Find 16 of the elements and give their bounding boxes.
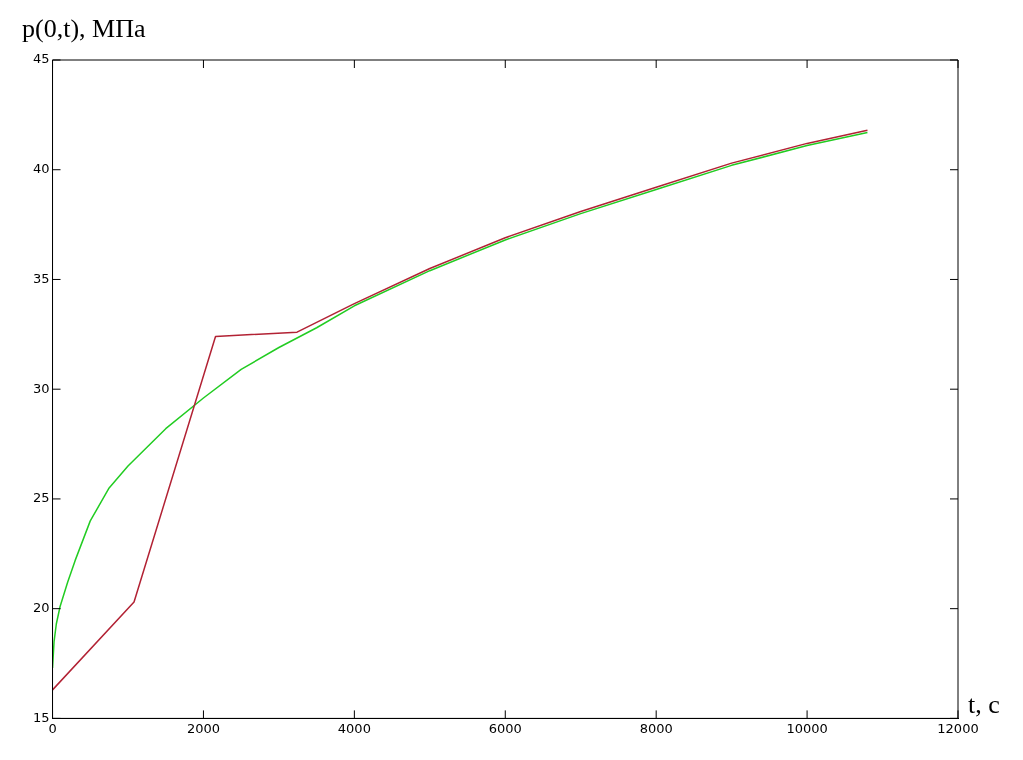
y-tick-label: 40 (33, 161, 50, 177)
y-tick-label: 20 (33, 600, 50, 616)
y-tick-label: 15 (33, 709, 50, 725)
y-tick-label: 45 (33, 51, 50, 67)
x-tick-label: 6000 (488, 720, 522, 736)
x-tick-label: 4000 (337, 720, 371, 736)
y-axis-title: p(0,t), МПа (22, 14, 146, 44)
x-tick-label: 10000 (786, 720, 828, 736)
x-tick-label: 8000 (639, 720, 673, 736)
x-tick-label: 0 (48, 720, 57, 736)
y-tick-label: 35 (33, 270, 50, 286)
y-tick-label: 25 (33, 490, 50, 506)
y-tick-label: 30 (33, 380, 50, 396)
x-axis-title: t, с (968, 690, 1000, 720)
x-tick-label: 12000 (937, 720, 979, 736)
x-tick-label: 2000 (186, 720, 220, 736)
